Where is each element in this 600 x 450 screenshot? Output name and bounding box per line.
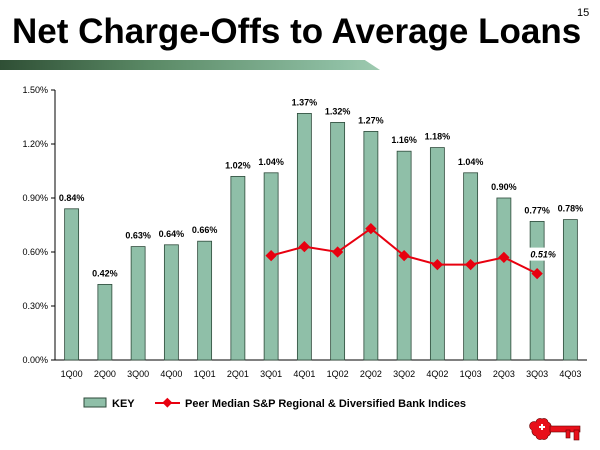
peer-median-point bbox=[398, 249, 410, 262]
page-title: Net Charge-Offs to Average Loans bbox=[12, 12, 582, 51]
bar bbox=[197, 240, 213, 361]
bar bbox=[64, 208, 80, 361]
bar bbox=[429, 147, 445, 361]
bar bbox=[529, 220, 545, 361]
bar-data-label: 0.42% bbox=[92, 268, 118, 278]
title-underline-band bbox=[0, 60, 380, 70]
x-tick-label: 2Q01 bbox=[227, 369, 249, 379]
annotation-bg bbox=[525, 247, 562, 261]
bar-data-label: 0.66% bbox=[192, 225, 218, 235]
key-icon bbox=[529, 418, 581, 441]
legend-peer-marker bbox=[162, 397, 173, 408]
x-tick-label: 4Q02 bbox=[426, 369, 448, 379]
peer-median-point bbox=[464, 258, 477, 271]
peer-median-point bbox=[365, 222, 377, 235]
peer-median-point bbox=[298, 240, 311, 253]
bar bbox=[97, 283, 113, 361]
bar-data-label: 1.02% bbox=[225, 160, 251, 170]
x-tick-label: 4Q01 bbox=[293, 369, 315, 379]
y-tick-label: 1.20% bbox=[22, 139, 48, 149]
bar-data-label: 0.77% bbox=[524, 205, 550, 215]
y-tick-label: 0.30% bbox=[22, 301, 48, 311]
x-tick-label: 4Q00 bbox=[160, 369, 182, 379]
bar bbox=[163, 244, 179, 361]
x-tick-label: 2Q00 bbox=[94, 369, 116, 379]
bar-data-label: 0.84% bbox=[59, 193, 85, 203]
x-tick-label: 2Q02 bbox=[360, 369, 382, 379]
page-number: 15 bbox=[577, 7, 590, 19]
peer-annotation-label: 0.51% bbox=[530, 250, 556, 260]
peer-median-point bbox=[331, 246, 344, 258]
x-tick-label: 3Q00 bbox=[127, 369, 149, 379]
legend-key-swatch bbox=[83, 397, 107, 408]
bar bbox=[296, 113, 312, 361]
peer-median-point bbox=[265, 249, 277, 262]
bar-data-label: 0.90% bbox=[491, 182, 517, 192]
x-tick-label: 4Q03 bbox=[559, 369, 581, 379]
bar-data-label: 1.37% bbox=[292, 97, 318, 107]
y-tick-label: 1.50% bbox=[22, 85, 48, 95]
peer-median-point bbox=[531, 267, 543, 280]
x-tick-label: 3Q01 bbox=[260, 369, 282, 379]
bar-data-label: 1.18% bbox=[425, 132, 451, 142]
bar-data-label: 0.78% bbox=[558, 204, 584, 214]
bar bbox=[562, 219, 578, 361]
x-tick-label: 1Q02 bbox=[327, 369, 349, 379]
bar-data-label: 1.04% bbox=[458, 157, 484, 167]
x-tick-label: 1Q03 bbox=[460, 369, 482, 379]
y-tick-label: 0.00% bbox=[22, 355, 48, 365]
bar-data-label: 1.27% bbox=[358, 115, 384, 125]
bar-data-label: 1.04% bbox=[258, 157, 284, 167]
x-tick-label: 1Q00 bbox=[61, 369, 83, 379]
x-tick-label: 3Q02 bbox=[393, 369, 415, 379]
legend-key-label: KEY bbox=[112, 398, 135, 410]
bar bbox=[363, 130, 379, 361]
bar-data-label: 1.32% bbox=[325, 106, 351, 116]
x-tick-label: 1Q01 bbox=[194, 369, 216, 379]
bar bbox=[230, 175, 246, 361]
bar-data-label: 0.63% bbox=[125, 231, 151, 241]
bar bbox=[496, 197, 512, 361]
peer-median-point bbox=[498, 251, 510, 264]
bar bbox=[130, 246, 146, 361]
bar-data-label: 1.16% bbox=[391, 135, 417, 145]
x-tick-label: 3Q03 bbox=[526, 369, 548, 379]
bar bbox=[263, 172, 279, 361]
bar bbox=[330, 122, 346, 361]
legend-peer-label: Peer Median S&P Regional & Diversified B… bbox=[185, 398, 466, 410]
y-tick-label: 0.90% bbox=[22, 193, 48, 203]
peer-median-point bbox=[431, 258, 444, 271]
bar-data-label: 0.64% bbox=[159, 229, 185, 239]
y-tick-label: 0.60% bbox=[22, 247, 48, 257]
x-tick-label: 2Q03 bbox=[493, 369, 515, 379]
